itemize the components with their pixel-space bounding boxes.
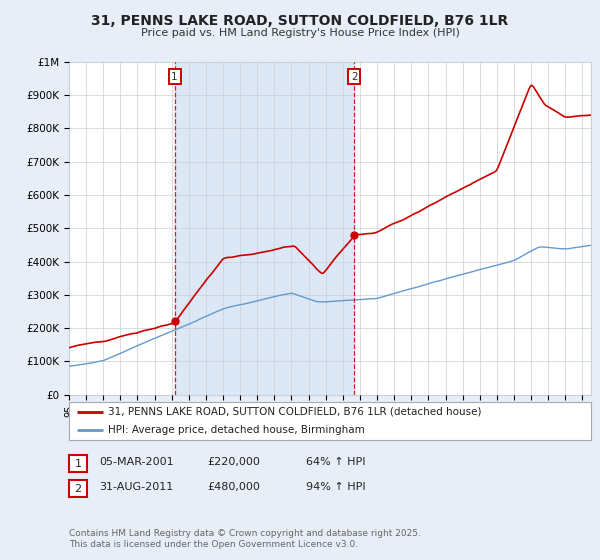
Text: 2: 2 bbox=[351, 72, 358, 82]
Text: 31, PENNS LAKE ROAD, SUTTON COLDFIELD, B76 1LR: 31, PENNS LAKE ROAD, SUTTON COLDFIELD, B… bbox=[91, 14, 509, 28]
Text: Contains HM Land Registry data © Crown copyright and database right 2025.
This d: Contains HM Land Registry data © Crown c… bbox=[69, 529, 421, 549]
Text: 1: 1 bbox=[74, 459, 82, 469]
Text: 64% ↑ HPI: 64% ↑ HPI bbox=[306, 457, 365, 467]
Text: 1: 1 bbox=[171, 72, 178, 82]
Text: £220,000: £220,000 bbox=[207, 457, 260, 467]
Text: Price paid vs. HM Land Registry's House Price Index (HPI): Price paid vs. HM Land Registry's House … bbox=[140, 28, 460, 38]
Text: 2: 2 bbox=[74, 484, 82, 494]
Text: 31-AUG-2011: 31-AUG-2011 bbox=[99, 482, 173, 492]
Bar bbox=[175, 62, 355, 395]
Text: £480,000: £480,000 bbox=[207, 482, 260, 492]
Text: 31, PENNS LAKE ROAD, SUTTON COLDFIELD, B76 1LR (detached house): 31, PENNS LAKE ROAD, SUTTON COLDFIELD, B… bbox=[108, 407, 482, 417]
Text: 05-MAR-2001: 05-MAR-2001 bbox=[99, 457, 173, 467]
Text: 94% ↑ HPI: 94% ↑ HPI bbox=[306, 482, 365, 492]
Text: HPI: Average price, detached house, Birmingham: HPI: Average price, detached house, Birm… bbox=[108, 425, 365, 435]
